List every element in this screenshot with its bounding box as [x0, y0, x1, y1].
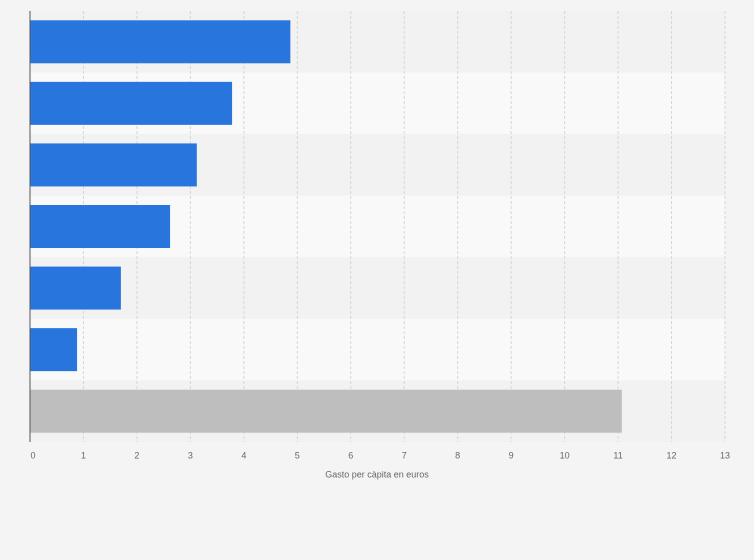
row-band — [30, 318, 725, 381]
x-tick-label: 8 — [455, 450, 460, 460]
x-tick-label: 3 — [188, 450, 193, 460]
bar — [30, 328, 78, 372]
row-band — [30, 257, 725, 319]
x-tick-label: 11 — [613, 450, 622, 460]
bar — [30, 266, 121, 310]
bar — [30, 389, 622, 433]
x-tick-label: 2 — [134, 450, 139, 460]
x-tick-label: 0 — [30, 450, 35, 460]
x-tick-label: 5 — [295, 450, 300, 460]
x-tick-label: 6 — [348, 450, 353, 460]
x-tick-label: 12 — [667, 450, 677, 460]
x-tick-label: 9 — [509, 450, 514, 460]
x-tick-label: 10 — [560, 450, 570, 460]
x-tick-label: 7 — [402, 450, 407, 460]
x-tick-label: 4 — [241, 450, 246, 460]
x-tick-label: 1 — [81, 450, 86, 460]
x-axis-title: Gasto per càpita en euros — [325, 469, 429, 479]
bar — [30, 205, 171, 248]
bar — [30, 81, 233, 125]
bar — [30, 20, 291, 64]
bar — [30, 143, 197, 187]
x-tick-label: 13 — [720, 450, 730, 460]
